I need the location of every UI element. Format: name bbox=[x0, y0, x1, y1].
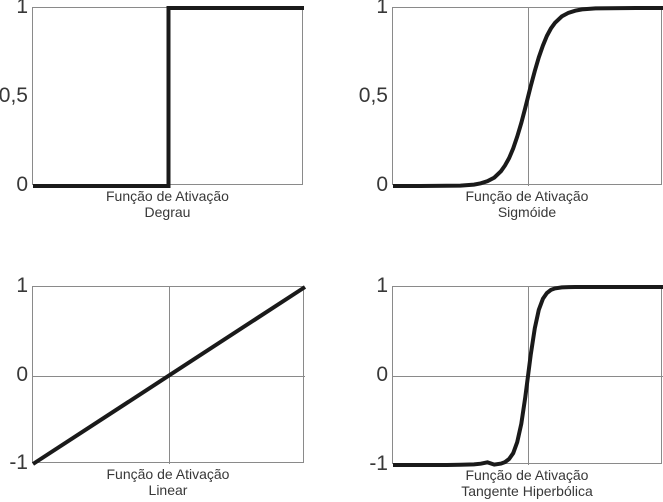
step-curve-path bbox=[33, 6, 304, 188]
y-tick-label: 1 bbox=[16, 274, 28, 297]
plot-title-line1: Função de Ativação bbox=[465, 188, 589, 204]
y-tick-label: 0 bbox=[376, 363, 388, 386]
sigmoid-curve-path bbox=[393, 6, 663, 188]
panel-sigmoid-function: 1 0,5 0 Função de Ativação Sigmóide bbox=[359, 0, 663, 220]
tanh-curve bbox=[393, 285, 663, 467]
plot-title-line1: Função de Ativação bbox=[465, 467, 589, 483]
plot-title-line2: Linear bbox=[148, 482, 188, 498]
plot-title-tanh: Função de Ativação Tangente Hiperbólica bbox=[377, 467, 663, 499]
y-tick-label: 1 bbox=[16, 0, 28, 18]
y-axis-ticks: 1 0,5 0 bbox=[348, 0, 388, 196]
plot-title-step: Função de Ativação Degrau bbox=[18, 188, 318, 220]
y-tick-label: -1 bbox=[369, 452, 388, 475]
plot-title-line2: Degrau bbox=[144, 204, 191, 220]
tanh-curve-path bbox=[393, 285, 663, 467]
y-tick-label: 0,5 bbox=[358, 84, 388, 107]
step-curve bbox=[33, 6, 304, 188]
y-tick-label: 1 bbox=[376, 274, 388, 297]
y-tick-label: 0 bbox=[376, 173, 388, 196]
plot-area-tanh bbox=[392, 285, 663, 467]
linear-curve-path bbox=[31, 285, 307, 466]
linear-curve bbox=[31, 285, 307, 466]
panel-linear-function: 1 0 -1 Função de Ativação Linear bbox=[9, 275, 307, 498]
y-tick-label: -1 bbox=[9, 451, 28, 474]
plot-title-line1: Função de Ativação bbox=[106, 466, 230, 482]
y-tick-label: 0 bbox=[16, 173, 28, 196]
panel-step-function: 1 0,5 0 Função de Ativação Degrau bbox=[0, 0, 304, 220]
y-tick-label: 0 bbox=[16, 362, 28, 386]
panel-tanh-function: 1 0 -1 Função de Ativação Tangente Hiperbó… bbox=[369, 275, 663, 499]
plot-area-step bbox=[32, 6, 304, 188]
y-tick-label: 1 bbox=[376, 0, 388, 18]
y-axis-ticks: 1 0 -1 bbox=[0, 275, 28, 474]
plot-title-line2: Tangente Hiperbólica bbox=[461, 483, 593, 499]
y-axis-ticks: 1 0,5 0 bbox=[0, 0, 28, 196]
plot-area-linear bbox=[31, 285, 307, 466]
y-axis-ticks: 1 0 -1 bbox=[348, 275, 388, 475]
plot-area-sigmoid bbox=[392, 6, 663, 188]
y-tick-label: 0,5 bbox=[0, 84, 28, 107]
plot-title-linear: Função de Ativação Linear bbox=[18, 466, 318, 498]
sigmoid-curve bbox=[393, 6, 663, 188]
plot-title-line1: Função de Ativação bbox=[106, 188, 229, 204]
plot-title-sigmoid: Função de Ativação Sigmóide bbox=[377, 188, 663, 220]
plot-title-line2: Sigmóide bbox=[497, 204, 557, 220]
